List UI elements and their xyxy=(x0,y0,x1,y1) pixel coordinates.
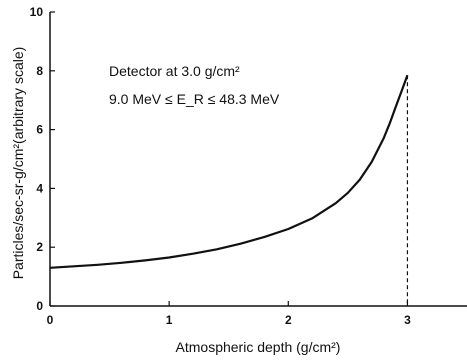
x-tick-label: 3 xyxy=(404,313,411,327)
y-tick-label: 2 xyxy=(36,240,43,254)
x-tick-label: 1 xyxy=(166,313,173,327)
annotation-energy-range: 9.0 MeV ≤ E_R ≤ 48.3 MeV xyxy=(109,91,280,107)
y-axis-label: Particles/sec-sr-g/cm²(arbitrary scale) xyxy=(10,47,26,280)
y-tick-label: 10 xyxy=(30,5,44,19)
series xyxy=(49,74,409,306)
axes xyxy=(49,12,467,307)
x-tick-label: 2 xyxy=(285,313,292,327)
y-tick-label: 6 xyxy=(36,123,43,137)
x-tick-label: 0 xyxy=(47,313,54,327)
y-tick-label: 4 xyxy=(36,181,43,195)
annotation-detector: Detector at 3.0 g/cm² xyxy=(109,63,240,79)
y-tick-label: 0 xyxy=(36,299,43,313)
y-tick-label: 8 xyxy=(36,64,43,78)
x-axis-label: Atmospheric depth (g/cm²) xyxy=(176,339,341,355)
ticks: 0 2 4 6 8 10 0 1 2 3 xyxy=(30,5,411,327)
series-line-0 xyxy=(49,74,409,269)
